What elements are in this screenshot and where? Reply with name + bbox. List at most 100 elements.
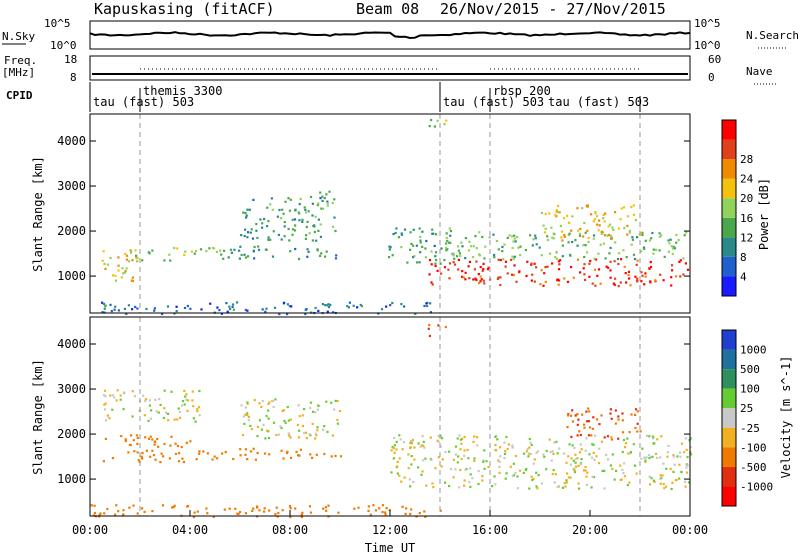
velocity-cell — [122, 514, 125, 517]
cpid-strip: CPID tau (fast) 503 themis 3300 tau (fas… — [6, 82, 649, 112]
velocity-cell — [326, 430, 329, 433]
power-cell — [301, 218, 304, 221]
power-cell — [261, 308, 264, 311]
velocity-cell — [395, 448, 398, 451]
velocity-cell — [593, 458, 596, 461]
velocity-cell — [636, 430, 639, 433]
velocity-cell — [268, 453, 271, 456]
velocity-cell — [565, 461, 568, 464]
power-cell — [324, 255, 327, 258]
power-cell — [317, 229, 320, 232]
time-axis: 00:00 04:00 08:00 12:00 16:00 20:00 00:00 — [72, 510, 708, 537]
power-cell — [620, 258, 623, 261]
velocity-cell — [198, 450, 201, 453]
power-cell — [400, 233, 404, 236]
velocity-cell — [459, 438, 462, 441]
velocity-cell — [162, 416, 165, 420]
power-cell — [430, 281, 433, 284]
velocity-cell — [390, 449, 393, 452]
velocity-colorbar-tick: 500 — [740, 363, 760, 376]
velocity-cell — [625, 442, 628, 445]
power-cell — [598, 224, 601, 227]
cpid-label: CPID — [6, 89, 33, 102]
velocity-cell — [114, 513, 117, 516]
velocity-cell — [165, 411, 168, 414]
power-cell — [259, 218, 262, 221]
power-cell — [546, 265, 549, 268]
power-cell — [648, 239, 652, 242]
velocity-cell — [171, 506, 174, 509]
velocity-cell — [617, 437, 620, 440]
velocity-cell — [585, 475, 588, 478]
power-cell — [283, 220, 286, 224]
power-cell — [530, 262, 533, 265]
velocity-cell — [315, 434, 318, 437]
power-cell — [654, 279, 657, 282]
power-cell — [584, 231, 587, 234]
velocity-cell — [459, 448, 462, 451]
velocity-cell — [590, 486, 593, 489]
velocity-cell — [441, 458, 444, 461]
noise-tick-top-left: 10^5 — [44, 17, 71, 30]
velocity-cell — [246, 414, 249, 417]
velocity-cell — [458, 486, 461, 489]
velocity-cell — [176, 418, 179, 421]
velocity-cell — [131, 390, 134, 393]
velocity-cell — [504, 450, 507, 453]
power-cell — [628, 231, 631, 234]
power-cell — [421, 245, 424, 248]
power-cell — [186, 304, 189, 308]
power-cell — [320, 252, 323, 255]
velocity-cell — [650, 477, 653, 480]
power-cell — [649, 261, 652, 264]
velocity-cell — [454, 453, 457, 456]
velocity-colorbar-tick: -25 — [740, 422, 760, 435]
velocity-cell — [610, 417, 613, 420]
velocity-cell — [267, 417, 270, 420]
power-cell — [589, 259, 592, 263]
power-cell — [286, 303, 289, 306]
velocity-cell — [198, 389, 201, 393]
velocity-cell — [297, 436, 301, 439]
velocity-cell — [505, 435, 508, 439]
power-cell — [517, 246, 520, 249]
power-cell — [269, 203, 272, 206]
power-cell — [148, 252, 151, 255]
time-tick-label: 08:00 — [272, 523, 308, 537]
power-cell — [472, 278, 475, 281]
velocity-cell — [300, 513, 303, 516]
power-cell — [561, 244, 564, 247]
velocity-cell — [294, 507, 297, 510]
velocity-cell — [272, 421, 276, 424]
velocity-ylabel: Slant Range [km] — [31, 359, 45, 475]
velocity-cell — [639, 430, 642, 433]
power-cell — [578, 234, 582, 237]
velocity-cell — [181, 457, 184, 460]
power-cell — [549, 252, 552, 255]
power-cell — [293, 218, 297, 221]
power-cell — [317, 309, 320, 312]
power-cell — [276, 215, 279, 218]
velocity-cell — [422, 459, 425, 462]
power-cell — [429, 302, 432, 305]
velocity-cell — [530, 475, 533, 478]
power-cell — [658, 249, 661, 252]
velocity-panel: Slant Range [km] 1000 2000 3000 4000 1000 50… — [31, 316, 793, 519]
power-cell — [130, 279, 133, 282]
velocity-cell — [111, 408, 114, 411]
velocity-cell — [186, 505, 189, 508]
velocity-cell — [151, 510, 154, 513]
velocity-cell — [327, 504, 330, 507]
power-cell — [226, 310, 229, 313]
velocity-cell — [669, 467, 672, 470]
velocity-cell — [660, 435, 663, 438]
power-cell — [524, 248, 527, 252]
power-cell — [594, 211, 597, 214]
power-cell — [433, 125, 436, 128]
power-cell — [487, 266, 490, 269]
power-colorbar-tick: 20 — [740, 192, 753, 205]
power-cell — [538, 246, 541, 249]
power-cell — [579, 227, 582, 230]
velocity-cell — [213, 455, 216, 458]
power-cell — [153, 307, 156, 310]
